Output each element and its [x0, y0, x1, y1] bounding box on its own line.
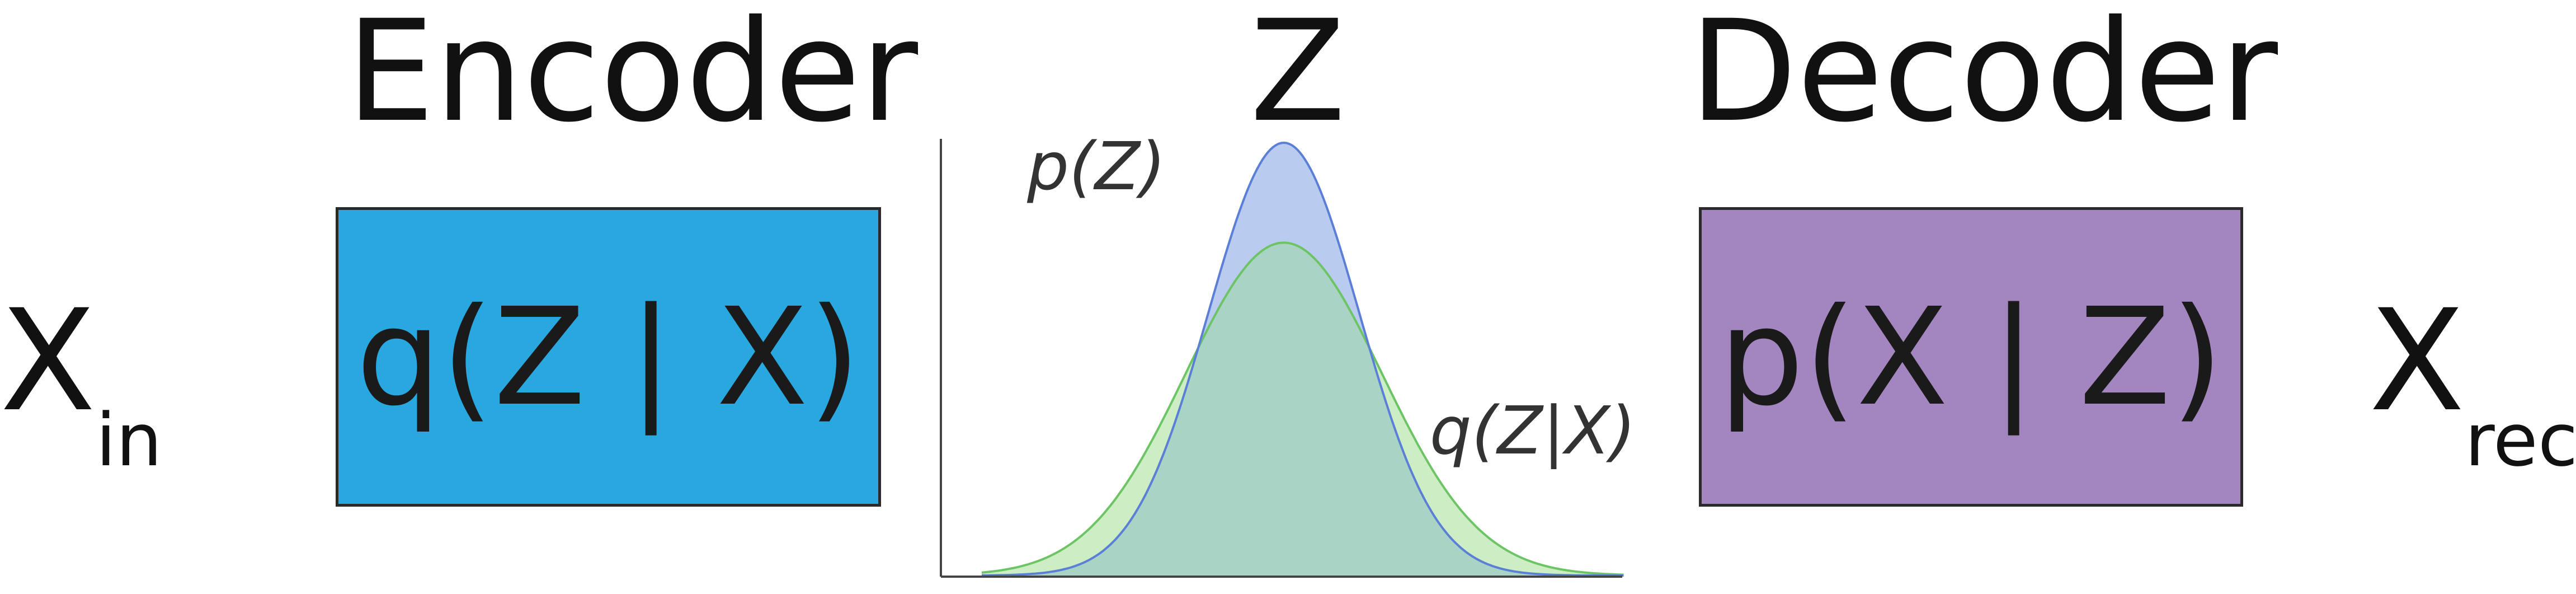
input-variable: Xin	[0, 288, 168, 483]
output-symbol: X	[2369, 279, 2465, 442]
overlap-area	[982, 242, 1624, 576]
distribution-curves	[981, 141, 1624, 577]
encoder-box-label: q(Z | X)	[356, 278, 861, 436]
posterior-curve	[981, 241, 1624, 576]
prior-curve	[982, 141, 1624, 577]
input-symbol: X	[0, 279, 96, 442]
output-variable: Xrec	[2369, 288, 2576, 483]
latent-distribution-plot: p(Z) q(Z|X)	[940, 129, 1636, 578]
decoder-heading: Decoder	[1689, 0, 2278, 153]
encoder-heading: Encoder	[346, 0, 919, 153]
prior-curve-label: p(Z)	[1026, 129, 1166, 205]
posterior-curve-label: q(Z|X)	[1430, 392, 1636, 469]
encoder-box: q(Z | X)	[336, 207, 881, 507]
decoder-box-label: p(X | Z)	[1718, 278, 2224, 436]
output-subscript: rec	[2465, 397, 2576, 483]
input-subscript: in	[96, 397, 162, 483]
decoder-box: p(X | Z)	[1699, 207, 2243, 507]
latent-heading: Z	[1250, 0, 1346, 153]
